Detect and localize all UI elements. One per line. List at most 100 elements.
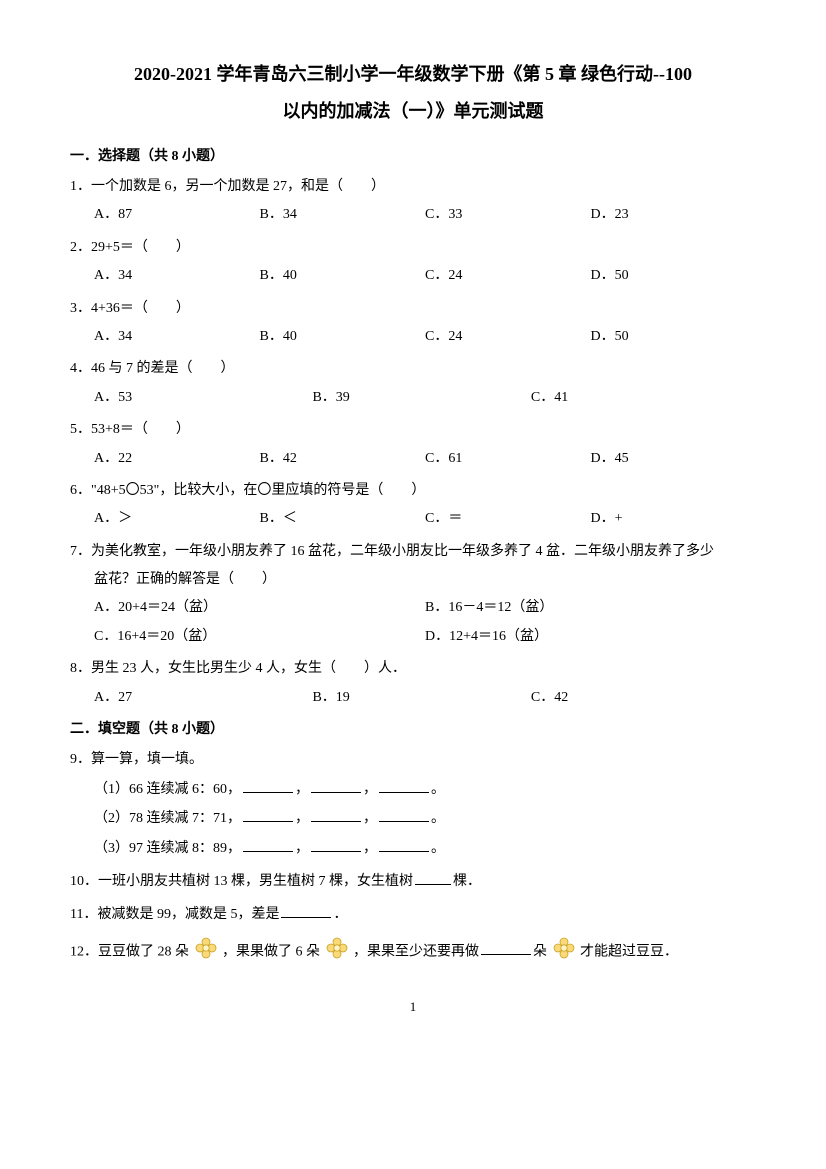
q9-stem: 9．算一算，填一填。 <box>70 749 756 771</box>
q4-opt-a[interactable]: A．53 <box>94 387 312 409</box>
q2-opt-d[interactable]: D．50 <box>591 265 757 287</box>
q6-opt-c[interactable]: C．＝ <box>425 508 591 530</box>
q5-opt-c[interactable]: C．61 <box>425 448 591 470</box>
q1-opt-a[interactable]: A．87 <box>94 204 260 226</box>
q9-s1-text-b: ， <box>295 782 309 797</box>
q8-opt-a[interactable]: A．27 <box>94 687 312 709</box>
q6-options: A．＞ B．＜ C．＝ D．+ <box>70 508 756 530</box>
question-6: 6．"48+5〇53"，比较大小，在〇里应填的符号是（ ） A．＞ B．＜ C．… <box>70 480 756 531</box>
q8-opt-c[interactable]: C．42 <box>531 687 749 709</box>
q9-s2-blank3[interactable] <box>379 807 429 822</box>
question-12: 12．豆豆做了 28 朵 ，果果做了 6 朵 ，果果至少还要再做 朵 <box>70 937 756 967</box>
q7-stem-line1: 7．为美化教室，一年级小朋友养了 16 盆花，二年级小朋友比一年级多养了 4 盆… <box>70 541 756 563</box>
q9-s3-text-b: ， <box>295 841 309 856</box>
q4-opt-b[interactable]: B．39 <box>312 387 530 409</box>
q6-opt-d[interactable]: D．+ <box>591 508 757 530</box>
q1-opt-d[interactable]: D．23 <box>591 204 757 226</box>
q3-stem: 3．4+36＝（ ） <box>70 298 756 320</box>
q11-text-a: 11．被减数是 99，减数是 5，差是 <box>70 907 279 922</box>
q11-text-b: ． <box>333 907 347 922</box>
q7-stem-line2: 盆花？正确的解答是（ ） <box>70 569 756 591</box>
q5-opt-a[interactable]: A．22 <box>94 448 260 470</box>
q6-opt-a[interactable]: A．＞ <box>94 508 260 530</box>
q8-opt-b[interactable]: B．19 <box>312 687 530 709</box>
q9-s3-blank2[interactable] <box>311 837 361 852</box>
q7-opt-a[interactable]: A．20+4＝24（盆） <box>94 597 425 619</box>
q9-s2-text-c: ， <box>363 811 377 826</box>
q7-options: A．20+4＝24（盆） B．16－4＝12（盆） C．16+4＝20（盆） D… <box>70 597 756 648</box>
q7-opt-c[interactable]: C．16+4＝20（盆） <box>94 626 425 648</box>
q11-blank[interactable] <box>281 903 331 918</box>
q12-text-b: ，果果做了 6 朵 <box>222 944 320 959</box>
q9-s1-blank3[interactable] <box>379 778 429 793</box>
q3-opt-a[interactable]: A．34 <box>94 326 260 348</box>
q5-opt-b[interactable]: B．42 <box>260 448 426 470</box>
q10-text-a: 10．一班小朋友共植树 13 棵，男生植树 7 棵，女生植树 <box>70 874 413 889</box>
question-9: 9．算一算，填一填。 （1）66 连续减 6：60， ， ， 。 （2）78 连续减 … <box>70 749 756 860</box>
q1-opt-c[interactable]: C．33 <box>425 204 591 226</box>
q8-options: A．27 B．19 C．42 <box>70 687 756 709</box>
q10-blank[interactable] <box>415 870 451 885</box>
q9-s3-text-c: ， <box>363 841 377 856</box>
q9-s3-blank3[interactable] <box>379 837 429 852</box>
q1-opt-b[interactable]: B．34 <box>260 204 426 226</box>
question-2: 2．29+5＝（ ） A．34 B．40 C．24 D．50 <box>70 237 756 288</box>
question-8: 8．男生 23 人，女生比男生少 4 人，女生（ ）人． A．27 B．19 C… <box>70 658 756 709</box>
q3-opt-c[interactable]: C．24 <box>425 326 591 348</box>
q1-options: A．87 B．34 C．33 D．23 <box>70 204 756 226</box>
question-1: 1．一个加数是 6，另一个加数是 27，和是（ ） A．87 B．34 C．33… <box>70 176 756 227</box>
q3-options: A．34 B．40 C．24 D．50 <box>70 326 756 348</box>
q2-options: A．34 B．40 C．24 D．50 <box>70 265 756 287</box>
q12-text-c: ，果果至少还要再做 <box>353 944 479 959</box>
page-number: 1 <box>70 997 756 1018</box>
q9-s2-text-b: ， <box>295 811 309 826</box>
section-2-heading: 二．填空题（共 8 小题） <box>70 719 756 741</box>
q9-s3-text-d: 。 <box>431 841 445 856</box>
section-1-heading: 一．选择题（共 8 小题） <box>70 146 756 168</box>
q9-s2-blank1[interactable] <box>243 807 293 822</box>
q9-sub3: （3）97 连续减 8：89，，，。 <box>70 837 756 860</box>
q9-s1-blank2[interactable] <box>311 778 361 793</box>
q9-s3-blank1[interactable] <box>243 837 293 852</box>
question-11: 11．被减数是 99，减数是 5，差是 ． <box>70 903 756 926</box>
question-10: 10．一班小朋友共植树 13 棵，男生植树 7 棵，女生植树 棵． <box>70 870 756 893</box>
q9-s1-text-c: ， <box>363 782 377 797</box>
q12-text-e: 才能超过豆豆． <box>580 944 678 959</box>
q12-blank[interactable] <box>481 940 531 955</box>
q6-stem: 6．"48+5〇53"，比较大小，在〇里应填的符号是（ ） <box>70 480 756 502</box>
q9-s2-text-d: 。 <box>431 811 445 826</box>
q9-s1-text-d: 。 <box>431 782 445 797</box>
q7-opt-d[interactable]: D．12+4＝16（盆） <box>425 626 756 648</box>
q2-opt-a[interactable]: A．34 <box>94 265 260 287</box>
q2-stem: 2．29+5＝（ ） <box>70 237 756 259</box>
q9-s1-blank1[interactable] <box>243 778 293 793</box>
q5-opt-d[interactable]: D．45 <box>591 448 757 470</box>
q1-stem: 1．一个加数是 6，另一个加数是 27，和是（ ） <box>70 176 756 198</box>
q4-options: A．53 B．39 C．41 <box>70 387 756 409</box>
q7-opt-b[interactable]: B．16－4＝12（盆） <box>425 597 756 619</box>
flower-icon <box>195 937 217 967</box>
q3-opt-d[interactable]: D．50 <box>591 326 757 348</box>
q2-opt-b[interactable]: B．40 <box>260 265 426 287</box>
q9-s2-text-a: （2）78 连续减 7：71， <box>94 811 241 826</box>
q3-opt-b[interactable]: B．40 <box>260 326 426 348</box>
q10-text-b: 棵． <box>453 874 481 889</box>
doc-title-line1: 2020-2021 学年青岛六三制小学一年级数学下册《第 5 章 绿色行动--1… <box>70 60 756 89</box>
q2-opt-c[interactable]: C．24 <box>425 265 591 287</box>
q5-options: A．22 B．42 C．61 D．45 <box>70 448 756 470</box>
flower-icon <box>326 937 348 967</box>
q12-text-d: 朵 <box>533 944 547 959</box>
doc-title-line2: 以内的加减法（一）》单元测试题 <box>70 97 756 126</box>
question-3: 3．4+36＝（ ） A．34 B．40 C．24 D．50 <box>70 298 756 349</box>
q8-stem: 8．男生 23 人，女生比男生少 4 人，女生（ ）人． <box>70 658 756 680</box>
q5-stem: 5．53+8＝（ ） <box>70 419 756 441</box>
q9-sub2: （2）78 连续减 7：71， ， ， 。 <box>70 807 756 830</box>
q9-s1-text-a: （1）66 连续减 6：60， <box>94 782 241 797</box>
flower-icon <box>553 937 575 967</box>
q4-stem: 4．46 与 7 的差是（ ） <box>70 358 756 380</box>
q4-opt-c[interactable]: C．41 <box>531 387 749 409</box>
q9-s2-blank2[interactable] <box>311 807 361 822</box>
question-4: 4．46 与 7 的差是（ ） A．53 B．39 C．41 <box>70 358 756 409</box>
q12-text-a: 12．豆豆做了 28 朵 <box>70 944 189 959</box>
q6-opt-b[interactable]: B．＜ <box>260 508 426 530</box>
